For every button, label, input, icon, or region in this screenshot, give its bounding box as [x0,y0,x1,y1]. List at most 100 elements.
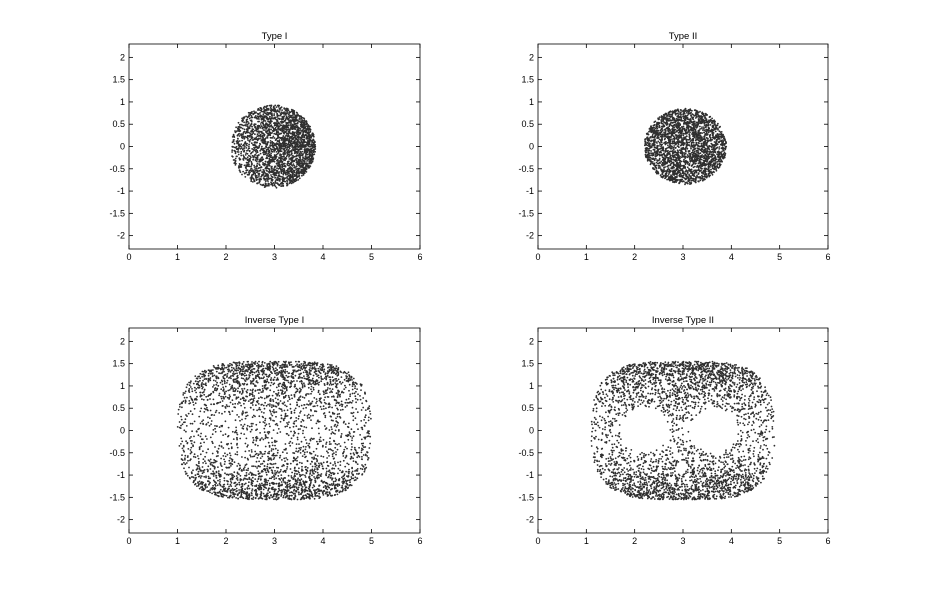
scatter-point [707,129,710,132]
scatter-point [296,119,299,122]
scatter-point [301,143,303,146]
scatter-point [696,164,699,167]
scatter-point [295,111,298,114]
scatter-point [275,106,278,108]
scatter-point [276,112,278,115]
y-tick-label: -2 [117,231,125,241]
scatter-point [287,134,289,137]
scatter-point [720,153,723,156]
scatter-point [717,122,719,125]
scatter-point [677,145,680,148]
scatter-point [274,176,277,179]
scatter-point [692,132,695,134]
scatter-point [692,179,695,182]
scatter-point [298,159,301,162]
x-tick-label: 2 [632,252,637,262]
scatter-point [244,142,247,144]
scatter-point [721,150,723,153]
scatter-point [288,143,291,146]
scatter-point [293,136,296,139]
scatter-point [238,157,241,160]
scatter-point [260,114,262,117]
scatter-point [283,124,286,127]
scatter-point [284,137,287,140]
scatter-point [259,123,262,125]
scatter-point [716,137,719,139]
scatter-point [235,148,238,151]
scatter-point [298,154,301,156]
scatter-point [256,133,259,136]
scatter-point [709,115,712,118]
scatter-point [697,139,700,142]
scatter-point [290,169,292,172]
scatter-point [254,129,256,132]
scatter-point [668,171,671,174]
scatter-point [688,174,691,177]
scatter-point [275,111,278,113]
scatter-point [265,112,267,115]
scatter-point [696,125,699,128]
scatter-point [683,112,685,115]
scatter-point [260,107,262,109]
scatter-point [275,151,278,153]
scatter-point [278,175,280,177]
scatter-point [296,135,299,138]
scatter-point [258,180,261,183]
scatter-point [308,155,311,158]
scatter-point [295,176,298,179]
scatter-point [252,155,255,158]
scatter-point [267,120,270,123]
scatter-point [298,170,300,172]
scatter-point [691,123,694,126]
scatter-point [693,122,696,125]
scatter-point [239,166,242,169]
scatter-point [246,134,249,137]
scatter-point [684,152,687,155]
scatter-point [276,116,279,118]
scatter-point [291,176,293,179]
scatter-point [235,126,238,129]
scatter-point [663,166,665,169]
scatter-point [693,150,696,153]
scatter-point [238,135,241,137]
axis-ticks: 0 1 2 3 4 5 621.510.50-0.5-1-1.5-2 [109,44,423,262]
scatter-point [299,157,302,160]
scatter-point [298,141,301,144]
scatter-point [667,144,669,147]
scatter-point [266,107,269,110]
scatter-point [305,155,307,158]
scatter-point [267,141,270,143]
scatter-point [667,164,670,167]
scatter-point [274,104,277,107]
scatter-point [287,124,290,126]
scatter-point [260,109,262,112]
scatter-point [294,120,296,123]
scatter-point [678,171,681,174]
scatter-point [268,157,271,160]
scatter-point [254,174,257,177]
scatter-point [265,150,268,153]
scatter-point [234,162,236,164]
y-tick-label: 0 [120,142,125,152]
scatter-point [253,172,256,175]
scatter-point [672,126,674,128]
scatter-point [647,151,650,154]
scatter-point [251,128,254,130]
scatter-point [247,171,250,174]
scatter-point [296,114,299,117]
scatter-point [299,129,301,132]
scatter-point [257,167,259,170]
scatter-point [240,163,243,166]
y-tick-label: 1 [529,97,534,107]
scatter-point [290,180,293,182]
scatter-point [287,126,290,129]
scatter-point [659,162,662,164]
scatter-point [313,153,316,156]
scatter-point [281,126,284,129]
scatter-point [683,111,686,113]
scatter-point [676,179,679,181]
scatter-point [270,182,273,185]
scatter-point [719,164,721,167]
scatter-point [664,131,667,134]
scatter-point [680,132,683,135]
